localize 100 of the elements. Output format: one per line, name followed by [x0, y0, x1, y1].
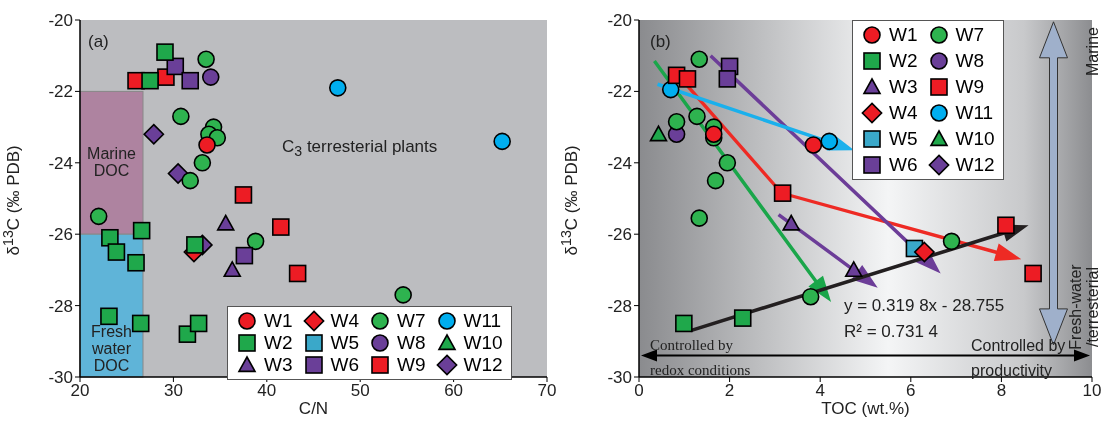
point — [198, 136, 216, 154]
point — [649, 125, 668, 142]
y-tick-label: -30 — [607, 368, 632, 388]
y-tick-label: -20 — [48, 11, 73, 31]
legend-label: W1 — [264, 310, 293, 332]
point — [131, 314, 150, 333]
y-tick-label: -24 — [607, 153, 632, 173]
legend-label: W4 — [889, 102, 918, 124]
point — [216, 214, 235, 231]
legend-label: W5 — [330, 332, 359, 354]
legend-label: W1 — [889, 24, 918, 46]
point — [733, 309, 752, 327]
x-axis-title: C/N — [297, 399, 330, 419]
legend-label: W8 — [955, 50, 984, 72]
point — [193, 154, 212, 172]
point — [706, 171, 725, 190]
legend-label: W9 — [955, 76, 984, 98]
x-tick-label: 2 — [724, 381, 735, 401]
point — [1024, 264, 1042, 283]
legend-label: W5 — [889, 128, 918, 150]
x-tick-label: 10 — [1082, 381, 1102, 401]
point — [127, 253, 145, 272]
x-tick-label: 30 — [163, 381, 183, 401]
y-tick-label: -20 — [607, 11, 632, 31]
point — [181, 71, 200, 90]
legend-label: W11 — [463, 310, 502, 332]
point — [89, 207, 108, 226]
y-tick-label: -22 — [48, 82, 73, 102]
legend-label: W6 — [889, 154, 918, 176]
y-tick-label: -26 — [48, 225, 73, 245]
point — [804, 136, 823, 154]
legend-label: W3 — [264, 354, 293, 376]
legend-label: W4 — [330, 310, 359, 332]
point — [688, 107, 706, 126]
x-tick-label: 20 — [70, 381, 90, 401]
point — [107, 243, 126, 261]
point — [820, 132, 839, 151]
legend-label: W7 — [955, 24, 984, 46]
annotation: Marine — [1083, 26, 1101, 78]
x-tick-label: 4 — [815, 381, 825, 401]
x-tick-label: 70 — [537, 381, 557, 401]
annotation: Fresh-water /terresterial — [1067, 263, 1101, 352]
point — [272, 218, 290, 236]
legend-label: W11 — [955, 102, 994, 124]
band-label: Fresh water DOC — [90, 323, 133, 374]
legend-label: W9 — [397, 354, 426, 376]
legend-label: W2 — [264, 332, 293, 354]
point — [801, 287, 820, 306]
point — [667, 112, 686, 131]
point — [189, 314, 208, 333]
legend-label: W6 — [330, 354, 359, 376]
point — [690, 50, 709, 69]
y-tick-label: -22 — [607, 82, 632, 102]
annotation: Controlled by redox conditions — [650, 336, 752, 380]
point — [913, 241, 935, 263]
legend-label: W12 — [463, 354, 503, 376]
point — [181, 171, 200, 190]
x-tick-label: 6 — [906, 381, 916, 401]
point — [704, 125, 723, 144]
point — [223, 261, 242, 278]
point — [844, 261, 863, 278]
point — [328, 79, 347, 97]
y-tick-label: -24 — [48, 153, 73, 173]
y-tick-label: -26 — [607, 225, 632, 245]
x-tick-label: 0 — [634, 381, 644, 401]
annotation: Controlled by productivity — [971, 337, 1066, 379]
point — [201, 68, 220, 86]
point — [172, 107, 190, 126]
legend-label: W12 — [955, 154, 995, 176]
annotation: C$_{3}$ terresterial plants — [282, 137, 438, 160]
point — [773, 184, 792, 202]
band-label: Marine DOC — [86, 144, 137, 179]
legend-label: W3 — [889, 76, 918, 98]
legend-label: W7 — [397, 310, 426, 332]
x-tick-label: 50 — [350, 381, 370, 401]
annotation: y = 0.319 8x - 28.755 — [844, 296, 1005, 316]
point — [394, 286, 412, 304]
point — [782, 214, 801, 231]
point — [493, 132, 511, 151]
x-axis-title: TOC (wt.%) — [820, 399, 911, 419]
point — [690, 209, 709, 227]
point — [678, 70, 697, 88]
point — [718, 70, 737, 88]
annotation: (a) — [88, 32, 109, 52]
point — [141, 71, 159, 90]
point — [143, 123, 165, 145]
point — [246, 232, 265, 251]
point — [167, 163, 189, 184]
legend-label: W10 — [955, 128, 995, 150]
point — [288, 264, 307, 283]
legend-label: W10 — [463, 332, 503, 354]
annotation: (b) — [650, 32, 671, 52]
point — [186, 236, 204, 254]
point — [100, 307, 118, 326]
y-tick-label: -28 — [607, 296, 632, 316]
point — [997, 216, 1015, 235]
point — [132, 221, 151, 240]
x-tick-label: 8 — [996, 381, 1007, 401]
point — [942, 232, 961, 251]
x-tick-label: 40 — [257, 381, 277, 401]
